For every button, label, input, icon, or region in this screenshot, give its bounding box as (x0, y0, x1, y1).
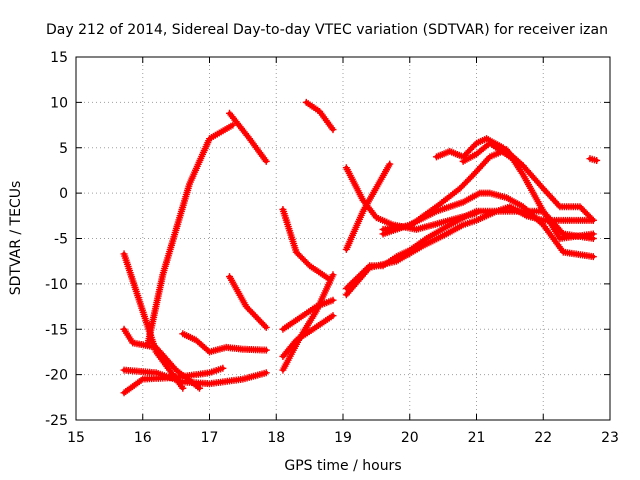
series-plus-markers (279, 312, 337, 360)
data-series-arc-20 (432, 135, 597, 224)
series-plus-markers (179, 330, 270, 356)
chart-title: Day 212 of 2014, Sidereal Day-to-day VTE… (46, 22, 608, 38)
y-tick-label: 0 (59, 186, 68, 202)
y-tick-label: -15 (45, 322, 68, 338)
x-tick-label: 17 (201, 430, 219, 446)
series-plus-markers (459, 139, 527, 170)
x-tick-label: 22 (534, 430, 552, 446)
data-series-arc-3 (226, 109, 270, 165)
series-plus-markers (120, 366, 270, 388)
x-tick-label: 15 (67, 430, 85, 446)
series-plus-markers (226, 109, 270, 165)
y-tick-label: -25 (45, 413, 68, 429)
grid (76, 57, 610, 420)
series-plus-markers (342, 160, 394, 253)
x-tick-label: 16 (134, 430, 152, 446)
data-series-arc-2 (144, 121, 237, 347)
y-tick-label: -20 (45, 368, 68, 384)
data-series-arc-7 (179, 330, 270, 356)
x-tick-label: 18 (267, 430, 285, 446)
series-plus-markers (586, 155, 601, 164)
y-tick-label: -10 (45, 277, 68, 293)
series-plus-markers (144, 121, 237, 347)
series-plus-markers (302, 98, 337, 134)
x-tick-label: 19 (334, 430, 352, 446)
y-tick-label: 5 (59, 141, 68, 157)
data-series-arc-8 (226, 273, 270, 331)
y-tick-label: -5 (54, 232, 68, 248)
data-series-arc-15 (342, 160, 394, 253)
y-axis-label: SDTVAR / TECUs (8, 181, 24, 296)
data-series-arc-22 (586, 155, 601, 164)
data-series-arc-13 (279, 296, 337, 333)
data-series-arc-10 (302, 98, 337, 134)
x-tick-label: 20 (401, 430, 419, 446)
series-trace (280, 207, 332, 282)
data-series-arc-6 (120, 366, 270, 388)
data-series-group (120, 98, 601, 397)
y-tick-label: 10 (50, 95, 68, 111)
series-plus-markers (226, 273, 270, 331)
y-tick-label: 15 (50, 50, 68, 66)
data-series-arc-21 (459, 139, 527, 170)
x-tick-label: 23 (601, 430, 619, 446)
axis-ticks: 15 16 17 18 19 20 21 22 23 -25 -20 -15 -10 -5 0 5 10 15 (45, 50, 619, 446)
series-trace (146, 123, 235, 345)
x-axis-label: GPS time / hours (284, 458, 401, 474)
x-tick-label: 21 (468, 430, 486, 446)
series-plus-markers (279, 205, 334, 283)
series-plus-markers (279, 296, 337, 333)
data-series-arc-19 (379, 146, 597, 242)
data-series-arc-9 (279, 205, 334, 283)
data-series-arc-12 (279, 312, 337, 360)
